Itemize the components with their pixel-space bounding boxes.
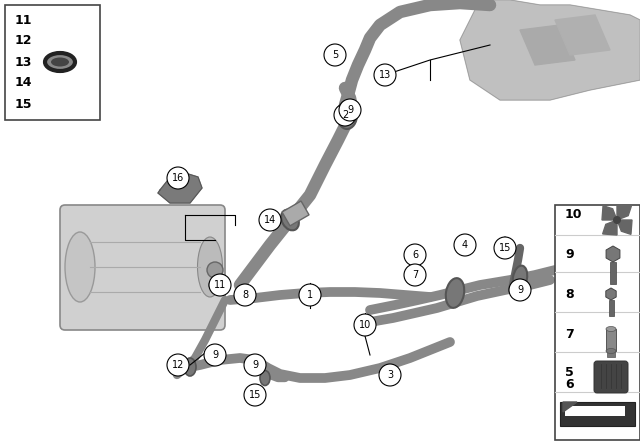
Bar — [5, 5, 100, 120]
Circle shape — [613, 216, 621, 224]
Bar — [609, 300, 614, 316]
Text: 11: 11 — [214, 280, 226, 290]
Bar — [282, 201, 309, 226]
Text: 9: 9 — [565, 249, 573, 262]
Circle shape — [209, 274, 231, 296]
Text: 11: 11 — [15, 13, 33, 26]
Text: 12: 12 — [172, 360, 184, 370]
Bar — [610, 262, 616, 284]
Circle shape — [209, 279, 221, 291]
Circle shape — [299, 284, 321, 306]
Circle shape — [404, 244, 426, 266]
Ellipse shape — [446, 278, 464, 308]
Circle shape — [374, 64, 396, 86]
Polygon shape — [158, 173, 202, 203]
Text: 7: 7 — [565, 328, 573, 341]
Ellipse shape — [45, 53, 75, 71]
Ellipse shape — [606, 349, 616, 353]
Polygon shape — [603, 220, 617, 235]
Ellipse shape — [606, 327, 616, 332]
Bar — [555, 205, 640, 440]
Text: 10: 10 — [565, 208, 582, 221]
Ellipse shape — [337, 101, 357, 129]
Polygon shape — [555, 15, 610, 55]
Text: 14: 14 — [15, 77, 33, 90]
FancyBboxPatch shape — [594, 361, 628, 393]
Bar — [565, 406, 625, 416]
FancyBboxPatch shape — [60, 205, 225, 330]
Polygon shape — [617, 205, 631, 220]
Text: 8: 8 — [242, 290, 248, 300]
Text: 6: 6 — [412, 250, 418, 260]
Circle shape — [334, 104, 356, 126]
Polygon shape — [520, 25, 575, 65]
Circle shape — [244, 354, 266, 376]
Text: 15: 15 — [15, 98, 33, 111]
Circle shape — [167, 354, 189, 376]
Circle shape — [379, 364, 401, 386]
Ellipse shape — [281, 210, 299, 230]
Text: 6: 6 — [565, 379, 573, 392]
Text: 1: 1 — [307, 290, 313, 300]
Circle shape — [234, 284, 256, 306]
Circle shape — [167, 167, 189, 189]
Text: 7: 7 — [412, 270, 418, 280]
Ellipse shape — [51, 57, 69, 66]
Circle shape — [494, 237, 516, 259]
Text: 10: 10 — [359, 320, 371, 330]
Text: 2: 2 — [342, 110, 348, 120]
Text: 16: 16 — [172, 173, 184, 183]
Circle shape — [339, 99, 361, 121]
Text: 5: 5 — [332, 50, 338, 60]
Text: 9: 9 — [517, 285, 523, 295]
Text: 9: 9 — [347, 105, 353, 115]
Circle shape — [454, 234, 476, 256]
Text: 9: 9 — [212, 350, 218, 360]
Circle shape — [354, 314, 376, 336]
Text: 13: 13 — [379, 70, 391, 80]
Polygon shape — [602, 206, 617, 220]
Polygon shape — [460, 0, 640, 100]
Text: 4: 4 — [462, 240, 468, 250]
Ellipse shape — [198, 237, 223, 297]
Text: 8: 8 — [565, 289, 573, 302]
Circle shape — [244, 384, 266, 406]
Text: 15: 15 — [499, 243, 511, 253]
Text: 14: 14 — [264, 215, 276, 225]
Bar — [606, 329, 616, 351]
Bar — [560, 402, 635, 426]
Circle shape — [324, 44, 346, 66]
Bar — [607, 351, 615, 357]
Polygon shape — [617, 220, 632, 234]
Text: 3: 3 — [387, 370, 393, 380]
Circle shape — [204, 344, 226, 366]
Ellipse shape — [513, 266, 527, 290]
Circle shape — [259, 209, 281, 231]
Circle shape — [509, 279, 531, 301]
Circle shape — [207, 262, 223, 278]
Ellipse shape — [65, 232, 95, 302]
Text: 15: 15 — [249, 390, 261, 400]
Polygon shape — [563, 402, 577, 412]
Circle shape — [404, 264, 426, 286]
Ellipse shape — [260, 370, 270, 385]
Text: 9: 9 — [252, 360, 258, 370]
Ellipse shape — [184, 358, 196, 376]
Text: 12: 12 — [15, 34, 33, 47]
Text: 13: 13 — [15, 56, 33, 69]
Text: 5: 5 — [565, 366, 573, 379]
